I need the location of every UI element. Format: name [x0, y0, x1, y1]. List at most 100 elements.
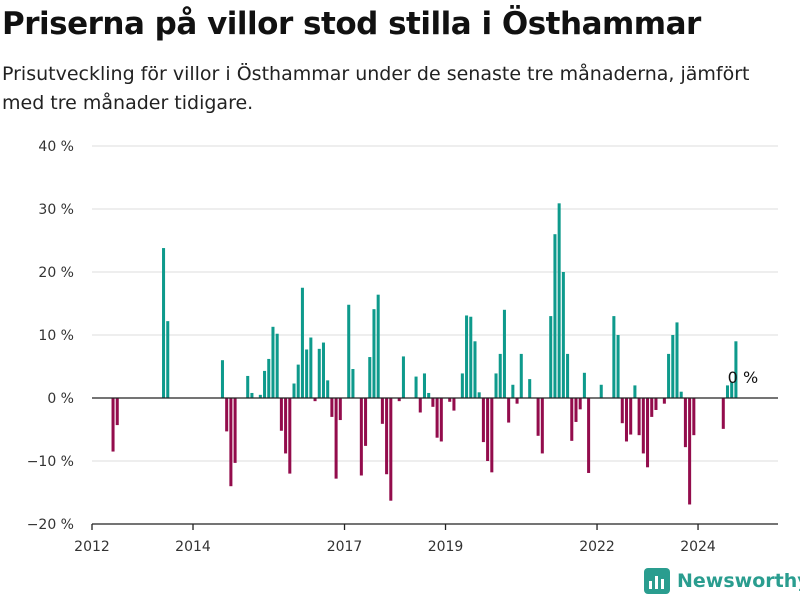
bar	[435, 398, 439, 438]
bar	[401, 356, 405, 398]
bar	[162, 248, 166, 398]
bar	[460, 373, 464, 398]
bar	[397, 398, 401, 402]
bar	[734, 341, 738, 398]
bar	[515, 398, 519, 404]
bar	[330, 398, 334, 417]
x-tick-label: 2014	[175, 539, 211, 555]
bar	[624, 398, 629, 442]
bar	[229, 398, 233, 487]
bar	[414, 376, 418, 398]
bar	[305, 349, 309, 398]
bar	[233, 398, 237, 463]
bar	[389, 398, 393, 501]
bar	[599, 384, 603, 398]
bar	[448, 398, 452, 402]
bar	[385, 398, 389, 475]
bar	[309, 337, 313, 398]
y-tick-label: −20 %	[27, 517, 74, 533]
bar	[502, 309, 506, 398]
newsworthy-logo: Newsworthy	[644, 568, 800, 594]
bar	[473, 341, 477, 398]
bar	[507, 398, 511, 423]
bar	[675, 322, 679, 398]
bar	[633, 385, 637, 398]
bar	[511, 384, 515, 398]
bar	[288, 398, 292, 474]
bar	[637, 398, 641, 436]
bar	[616, 335, 620, 398]
bar	[553, 234, 557, 398]
bar	[296, 364, 300, 398]
bar	[300, 287, 304, 398]
bar	[629, 398, 633, 435]
bar	[730, 382, 734, 398]
bar	[469, 316, 473, 398]
bar	[641, 398, 645, 454]
y-tick-label: 30 %	[38, 202, 74, 218]
bar	[646, 398, 650, 468]
bar	[557, 203, 561, 398]
bar	[111, 398, 115, 452]
chart-title: Priserna på villor stod stilla i Östhamm…	[2, 6, 701, 42]
bar	[549, 316, 553, 398]
bar	[570, 398, 574, 441]
bar	[279, 398, 283, 431]
bar	[246, 375, 250, 398]
bar	[671, 335, 675, 398]
bar	[662, 398, 666, 404]
bar	[452, 398, 456, 411]
newsworthy-logo-icon	[644, 568, 670, 594]
bar	[574, 398, 578, 422]
bar	[486, 398, 490, 461]
y-tick-label: 20 %	[38, 265, 74, 281]
bar	[692, 398, 696, 436]
bar	[326, 380, 330, 398]
bar	[372, 309, 376, 398]
bar	[368, 357, 372, 398]
bar	[313, 398, 317, 402]
bar	[465, 315, 469, 398]
bar	[498, 353, 502, 398]
bar	[351, 369, 355, 398]
bar	[267, 358, 271, 398]
y-tick-label: 0 %	[47, 391, 74, 407]
bar	[688, 398, 692, 505]
bar	[582, 372, 586, 398]
bar	[528, 379, 532, 398]
bar	[225, 398, 229, 432]
bar	[334, 398, 338, 479]
bar	[166, 321, 170, 398]
bar	[654, 398, 658, 410]
bar	[275, 333, 279, 398]
bar	[263, 370, 267, 398]
bar	[364, 398, 368, 446]
bar	[620, 398, 624, 424]
x-tick-label: 2022	[579, 539, 615, 555]
bar	[284, 398, 288, 454]
bar	[439, 398, 443, 442]
bar	[587, 398, 591, 473]
latest-value-label: 0 %	[728, 368, 758, 387]
bar	[561, 272, 565, 398]
bar	[494, 373, 498, 398]
bar	[380, 398, 384, 424]
bar	[317, 348, 321, 398]
bar	[427, 392, 431, 398]
y-tick-label: −10 %	[27, 454, 74, 470]
x-tick-label: 2019	[428, 539, 464, 555]
x-tick-label: 2017	[327, 539, 363, 555]
bar	[721, 398, 725, 429]
bar	[220, 360, 224, 398]
bar	[566, 353, 570, 398]
brand-name: Newsworthy	[677, 570, 800, 592]
y-tick-label: 10 %	[38, 328, 74, 344]
bar	[258, 394, 262, 398]
x-tick-label: 2012	[74, 539, 110, 555]
bar	[376, 294, 380, 398]
bar	[115, 398, 119, 426]
bar	[519, 353, 523, 398]
bar	[321, 342, 325, 398]
bar	[418, 398, 422, 413]
